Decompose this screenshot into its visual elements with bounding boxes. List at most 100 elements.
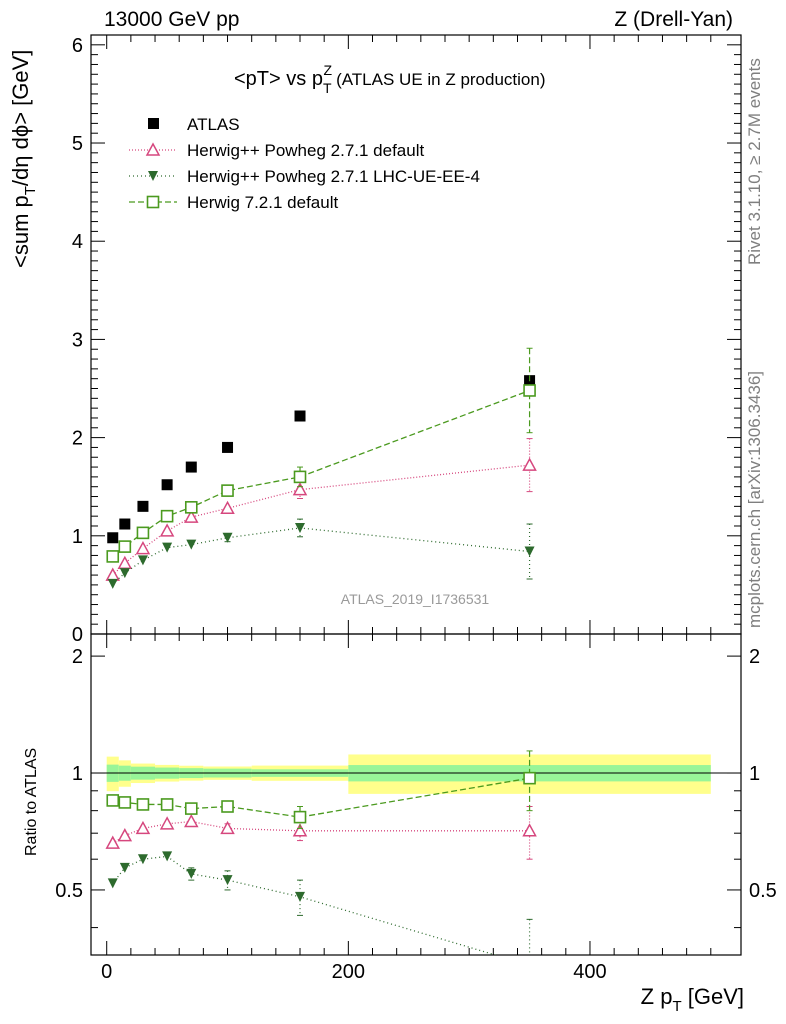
legend-label: Herwig++ Powheg 2.7.1 LHC-UE-EE-4 bbox=[187, 167, 480, 186]
rivet-label: Rivet 3.1.10, ≥ 2.7M events bbox=[745, 58, 764, 265]
atlas-data-point bbox=[161, 479, 173, 491]
series-point-ratio bbox=[184, 802, 198, 815]
series-point-main bbox=[295, 522, 306, 533]
legend-label-atlas: ATLAS bbox=[187, 115, 240, 134]
series-point-main bbox=[220, 500, 235, 515]
atlas-data-point bbox=[119, 518, 131, 530]
series-point-ratio bbox=[293, 810, 307, 824]
series-point-main bbox=[159, 523, 175, 537]
series-point-ratio bbox=[522, 823, 537, 837]
atlas-data-point bbox=[185, 461, 197, 473]
series-point-ratio bbox=[137, 854, 148, 865]
series-point-main bbox=[117, 555, 133, 570]
series-line-ratio bbox=[112, 820, 530, 844]
series-point-main bbox=[137, 555, 148, 566]
ratio-frame bbox=[90, 633, 742, 956]
series-point-main bbox=[135, 541, 151, 555]
y-tick-label: 4 bbox=[72, 231, 83, 253]
series-point-main bbox=[160, 509, 174, 523]
series-point-ratio bbox=[162, 851, 173, 862]
legend-entry-series: Herwig++ Powheg 2.7.1 default bbox=[129, 141, 424, 160]
series-line-main bbox=[112, 464, 530, 576]
series-point-main bbox=[523, 384, 536, 397]
series-point-main bbox=[107, 578, 118, 589]
legend-label: Herwig++ Powheg 2.7.1 default bbox=[187, 141, 424, 160]
series-point-main bbox=[221, 484, 234, 497]
x-tick-label: 200 bbox=[332, 961, 365, 983]
series-point-ratio bbox=[523, 771, 536, 785]
ratio-y-tick-label-right: 0.5 bbox=[749, 880, 777, 902]
y-tick-label: 5 bbox=[72, 133, 83, 155]
series-point-ratio bbox=[117, 828, 133, 842]
header-right: Z (Drell-Yan) bbox=[614, 8, 733, 31]
legend: ATLAS Herwig++ Powheg 2.7.1 default Herwi… bbox=[129, 115, 480, 212]
series-point-main bbox=[184, 509, 199, 523]
series-point-main bbox=[162, 542, 173, 553]
analysis-watermark: ATLAS_2019_I1736531 bbox=[341, 591, 490, 607]
mcplots-label: mcplots.cern.ch [arXiv:1306.3436] bbox=[745, 371, 764, 628]
series-point-ratio bbox=[159, 816, 175, 830]
legend-marker bbox=[148, 171, 158, 181]
series-point-ratio bbox=[105, 835, 121, 849]
series-point-main bbox=[522, 457, 537, 471]
atlas-data-point bbox=[222, 441, 234, 453]
series-point-ratio bbox=[295, 891, 306, 902]
legend-marker bbox=[146, 195, 160, 209]
legend-marker-atlas bbox=[148, 118, 159, 129]
series-point-ratio bbox=[106, 794, 120, 807]
x-axis-label: Z pT [GeV] bbox=[641, 984, 744, 1015]
series-point-ratio bbox=[525, 960, 535, 970]
series-point-ratio bbox=[222, 875, 233, 886]
series-point-ratio bbox=[135, 820, 151, 835]
ratio-y-tick-label: 1 bbox=[72, 763, 83, 785]
series-point-main bbox=[524, 546, 535, 557]
series-point-main bbox=[293, 470, 307, 484]
ratio-y-tick-label: 2 bbox=[72, 646, 83, 668]
ratio-series-group bbox=[105, 750, 537, 970]
y-tick-label: 3 bbox=[72, 329, 83, 351]
series-point-main bbox=[118, 540, 132, 553]
legend-label: Herwig 7.2.1 default bbox=[187, 193, 338, 212]
series-point-ratio bbox=[184, 813, 199, 828]
plot-title: <pT> vs pTZ (ATLAS UE in Z production) bbox=[234, 62, 546, 96]
series-point-ratio bbox=[107, 878, 118, 889]
series-point-main bbox=[119, 568, 130, 579]
series-point-ratio bbox=[292, 823, 308, 837]
legend-entry-atlas: ATLAS bbox=[148, 115, 240, 134]
series-point-main bbox=[292, 482, 308, 496]
main-series-group bbox=[105, 347, 537, 589]
atlas-data-point bbox=[107, 532, 119, 544]
series-point-ratio bbox=[221, 800, 234, 813]
series-point-ratio bbox=[220, 820, 235, 835]
ratio-y-tick-label-right: 1 bbox=[749, 763, 760, 785]
ratio-y-axis-label: Ratio to ATLAS bbox=[23, 748, 40, 856]
ratio-y-tick-label-right: 2 bbox=[749, 646, 760, 668]
y-tick-label: 1 bbox=[72, 526, 83, 548]
y-tick-label: 0 bbox=[72, 624, 83, 646]
series-point-ratio bbox=[119, 862, 130, 873]
atlas-data-point bbox=[137, 500, 149, 512]
series-point-main bbox=[222, 532, 233, 543]
ratio-y-tick-label: 0.5 bbox=[55, 880, 83, 902]
series-line-main bbox=[112, 527, 530, 585]
series-point-ratio bbox=[136, 798, 150, 811]
series-line-main bbox=[112, 389, 530, 557]
series-point-main bbox=[184, 501, 198, 514]
header-left: 13000 GeV pp bbox=[104, 8, 239, 31]
series-line-ratio bbox=[112, 855, 498, 955]
series-point-main bbox=[186, 539, 197, 550]
legend-entry-series: Herwig 7.2.1 default bbox=[129, 193, 338, 212]
legend-entry-series: Herwig++ Powheg 2.7.1 LHC-UE-EE-4 bbox=[129, 167, 480, 186]
series-point-ratio bbox=[118, 796, 132, 809]
series-line-ratio bbox=[112, 777, 530, 818]
legend-marker bbox=[145, 142, 161, 156]
x-tick-label: 0 bbox=[101, 961, 112, 983]
series-point-main bbox=[136, 526, 150, 540]
y-axis-label: <sum pT/dη dϕ> [GeV] bbox=[8, 50, 39, 268]
atlas-data-point bbox=[294, 410, 306, 422]
x-tick-label: 400 bbox=[573, 961, 606, 983]
y-tick-label: 6 bbox=[72, 35, 83, 57]
series-point-ratio bbox=[160, 798, 174, 811]
y-tick-label: 2 bbox=[72, 428, 83, 450]
